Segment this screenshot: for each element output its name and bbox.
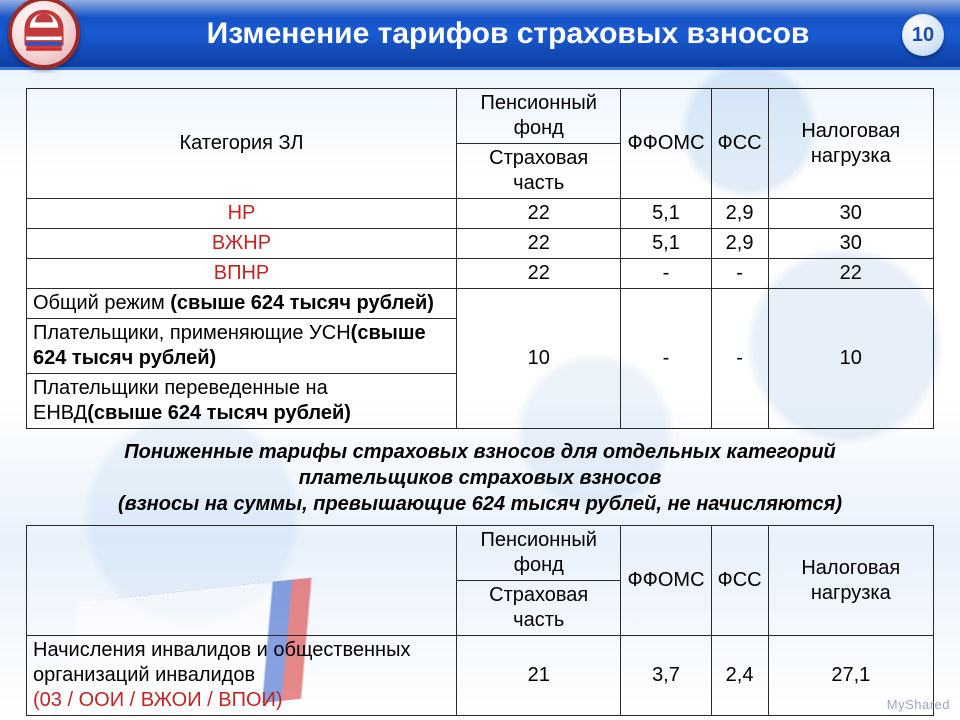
col-fss-header: ФСС bbox=[711, 89, 768, 199]
slide-content: Категория ЗЛ Пенсионный фонд ФФОМС ФСС Н… bbox=[0, 70, 960, 716]
cell: 3,7 bbox=[621, 636, 711, 716]
t2-blank-header bbox=[27, 526, 457, 636]
t2-pension-header: Пенсионный фонд bbox=[457, 526, 621, 581]
col-ffoms-header: ФФОМС bbox=[621, 89, 711, 199]
cell: 2,9 bbox=[711, 199, 768, 229]
t2-insurance-part-header: Страховая часть bbox=[457, 581, 621, 636]
t2-fss-header: ФСС bbox=[711, 526, 768, 636]
cell: - bbox=[621, 259, 711, 289]
cell: 5,1 bbox=[621, 199, 711, 229]
cell: 5,1 bbox=[621, 229, 711, 259]
slide-title: Изменение тарифов страховых взносов bbox=[96, 17, 960, 51]
cell: 21 bbox=[457, 636, 621, 716]
row-nr-label: НР bbox=[27, 199, 457, 229]
cell-group-ffoms: - bbox=[621, 289, 711, 429]
cell-group-tax: 10 bbox=[768, 289, 933, 429]
row-usn-label: Плательщики, применяющие УСН(свыше 624 т… bbox=[27, 319, 457, 374]
row-vpnr-label: ВПНР bbox=[27, 259, 457, 289]
pfr-logo-icon bbox=[8, 0, 80, 69]
tariffs-table-main: Категория ЗЛ Пенсионный фонд ФФОМС ФСС Н… bbox=[26, 88, 934, 429]
cell: 22 bbox=[457, 259, 621, 289]
tariffs-table-reduced: Пенсионный фонд ФФОМС ФСС Налоговая нагр… bbox=[26, 525, 934, 716]
slide-header: Изменение тарифов страховых взносов 10 bbox=[0, 0, 960, 70]
row-general-label: Общий режим (свыше 624 тысяч рублей) bbox=[27, 289, 457, 319]
cell: - bbox=[711, 259, 768, 289]
page-number-badge: 10 bbox=[902, 14, 944, 56]
col-pension-header: Пенсионный фонд bbox=[457, 89, 621, 144]
t2-tax-header: Налоговая нагрузка bbox=[768, 526, 933, 636]
cell: 22 bbox=[457, 229, 621, 259]
row-vzhnr-label: ВЖНР bbox=[27, 229, 457, 259]
watermark: MyShared bbox=[887, 697, 950, 712]
cell: 2,9 bbox=[711, 229, 768, 259]
cell: 2,4 bbox=[711, 636, 768, 716]
row-envd-label: Плательщики переведенные на ЕНВД(свыше 6… bbox=[27, 374, 457, 429]
col-tax-header: Налоговая нагрузка bbox=[768, 89, 933, 199]
cell: 30 bbox=[768, 229, 933, 259]
cell-group-pension: 10 bbox=[457, 289, 621, 429]
cell: 22 bbox=[457, 199, 621, 229]
cell: 22 bbox=[768, 259, 933, 289]
col-category-header: Категория ЗЛ bbox=[27, 89, 457, 199]
t2-row-label: Начисления инвалидов и общественных орга… bbox=[27, 636, 457, 716]
col-insurance-part-header: Страховая часть bbox=[457, 144, 621, 199]
cell: 30 bbox=[768, 199, 933, 229]
reduced-tariffs-subtitle: Пониженные тарифы страховых взносов для … bbox=[26, 439, 934, 517]
cell-group-fss: - bbox=[711, 289, 768, 429]
t2-ffoms-header: ФФОМС bbox=[621, 526, 711, 636]
